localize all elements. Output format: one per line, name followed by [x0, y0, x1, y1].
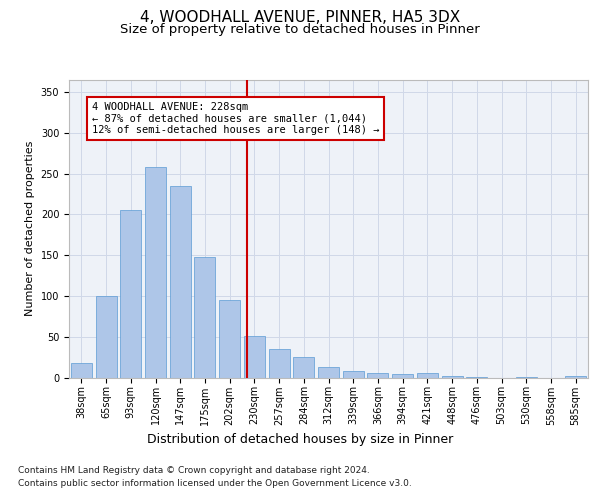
- Bar: [343, 371, 364, 378]
- Text: Distribution of detached houses by size in Pinner: Distribution of detached houses by size …: [147, 432, 453, 446]
- Bar: [466, 376, 487, 378]
- Text: 4 WOODHALL AVENUE: 228sqm
← 87% of detached houses are smaller (1,044)
12% of se: 4 WOODHALL AVENUE: 228sqm ← 87% of detac…: [92, 102, 379, 135]
- Bar: [417, 374, 438, 378]
- Bar: [194, 257, 215, 378]
- Bar: [71, 363, 92, 378]
- Bar: [367, 372, 388, 378]
- Text: 4, WOODHALL AVENUE, PINNER, HA5 3DX: 4, WOODHALL AVENUE, PINNER, HA5 3DX: [140, 10, 460, 25]
- Bar: [244, 336, 265, 378]
- Bar: [516, 376, 537, 378]
- Bar: [318, 367, 339, 378]
- Text: Contains public sector information licensed under the Open Government Licence v3: Contains public sector information licen…: [18, 479, 412, 488]
- Bar: [145, 167, 166, 378]
- Bar: [170, 186, 191, 378]
- Bar: [120, 210, 141, 378]
- Bar: [392, 374, 413, 378]
- Bar: [442, 376, 463, 378]
- Y-axis label: Number of detached properties: Number of detached properties: [25, 141, 35, 316]
- Text: Contains HM Land Registry data © Crown copyright and database right 2024.: Contains HM Land Registry data © Crown c…: [18, 466, 370, 475]
- Bar: [565, 376, 586, 378]
- Text: Size of property relative to detached houses in Pinner: Size of property relative to detached ho…: [120, 22, 480, 36]
- Bar: [269, 349, 290, 378]
- Bar: [219, 300, 240, 378]
- Bar: [293, 357, 314, 378]
- Bar: [95, 296, 116, 378]
